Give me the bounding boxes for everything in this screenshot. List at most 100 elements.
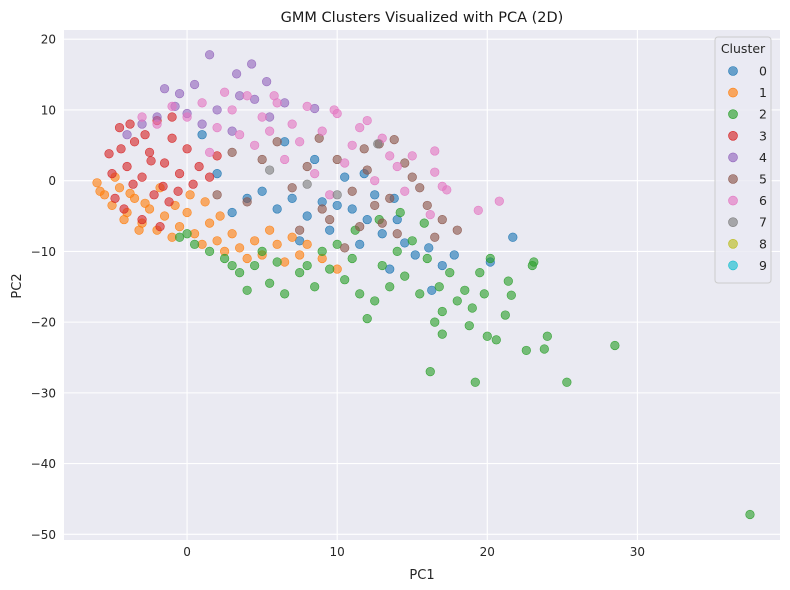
data-point — [257, 186, 267, 196]
data-point — [302, 161, 312, 172]
data-point — [430, 232, 440, 242]
data-point — [250, 140, 260, 150]
data-point — [235, 268, 245, 278]
data-point — [205, 246, 215, 257]
data-point — [362, 165, 372, 175]
data-point — [479, 289, 489, 299]
data-point — [503, 276, 513, 286]
data-point — [200, 197, 210, 207]
data-point — [125, 119, 135, 129]
data-point — [212, 190, 222, 200]
legend-label-6: 6 — [759, 193, 767, 208]
data-point — [325, 264, 335, 274]
data-point — [445, 268, 455, 278]
data-point — [242, 253, 252, 264]
data-point — [473, 205, 483, 215]
data-point — [159, 211, 170, 221]
data-point — [347, 140, 357, 150]
data-point — [227, 126, 237, 136]
data-point — [430, 317, 440, 327]
legend-label-0: 0 — [759, 64, 767, 79]
data-point — [302, 211, 312, 221]
legend-marker-8 — [728, 239, 738, 249]
data-point — [265, 126, 275, 136]
data-point — [410, 250, 420, 260]
data-point — [173, 186, 183, 196]
data-point — [325, 214, 335, 225]
data-point — [137, 172, 147, 182]
data-point — [119, 204, 129, 214]
data-point — [295, 225, 305, 235]
data-point — [174, 232, 185, 242]
data-point — [250, 260, 260, 271]
data-point — [437, 329, 447, 339]
data-point — [265, 165, 275, 175]
data-point — [128, 179, 138, 189]
data-point — [415, 183, 425, 193]
data-point — [242, 197, 252, 207]
data-point — [140, 198, 150, 208]
data-point — [437, 260, 447, 271]
data-point — [407, 172, 417, 182]
data-point — [422, 253, 432, 264]
y-axis-ticks: 20 10 0 −10 −20 −30 −40 −50 — [31, 33, 56, 542]
data-point — [92, 178, 102, 188]
data-point — [155, 222, 165, 232]
data-point — [508, 232, 518, 242]
legend-label-3: 3 — [759, 128, 767, 143]
data-point — [174, 89, 185, 99]
data-point — [257, 246, 267, 257]
data-point — [359, 144, 369, 154]
data-point — [302, 101, 312, 111]
legend-title: Cluster — [721, 41, 766, 56]
data-point — [355, 222, 365, 232]
data-point — [167, 112, 177, 122]
x-axis-label: PC1 — [409, 568, 434, 583]
data-point — [317, 126, 327, 136]
data-point — [332, 200, 342, 211]
data-point — [188, 179, 198, 189]
data-point — [146, 156, 156, 166]
data-point — [287, 193, 297, 203]
data-point — [215, 211, 225, 221]
data-point — [227, 105, 237, 115]
data-point — [370, 200, 380, 211]
data-point — [434, 282, 444, 292]
y-tick-label: 0 — [48, 174, 56, 188]
data-point — [182, 112, 192, 122]
data-point — [467, 303, 477, 313]
data-point — [362, 214, 372, 225]
legend-marker-5 — [728, 174, 738, 184]
y-tick-label: −10 — [31, 245, 56, 259]
data-point — [539, 344, 549, 354]
data-point — [205, 172, 215, 182]
y-tick-label: −20 — [31, 316, 56, 330]
data-point — [542, 331, 552, 341]
legend-label-9: 9 — [759, 258, 767, 273]
data-point — [235, 130, 245, 140]
data-point — [482, 331, 492, 341]
data-point — [227, 260, 237, 271]
data-point — [227, 207, 237, 218]
data-point — [272, 204, 282, 214]
data-point — [232, 69, 242, 79]
data-point — [137, 112, 147, 122]
data-point — [197, 119, 207, 129]
data-point — [242, 285, 252, 295]
data-point — [134, 225, 144, 235]
data-point — [355, 123, 365, 133]
data-point — [317, 246, 327, 257]
data-point — [250, 236, 260, 246]
cluster-7-series — [265, 139, 383, 200]
data-point — [452, 296, 462, 306]
data-point — [227, 147, 237, 157]
data-point — [287, 232, 297, 242]
data-point — [377, 260, 387, 271]
data-point — [220, 253, 230, 264]
data-point — [159, 84, 170, 94]
data-point — [392, 161, 402, 172]
scatter-points — [92, 50, 755, 520]
legend-marker-0 — [728, 66, 738, 76]
data-point — [110, 193, 120, 203]
data-point — [370, 190, 380, 200]
